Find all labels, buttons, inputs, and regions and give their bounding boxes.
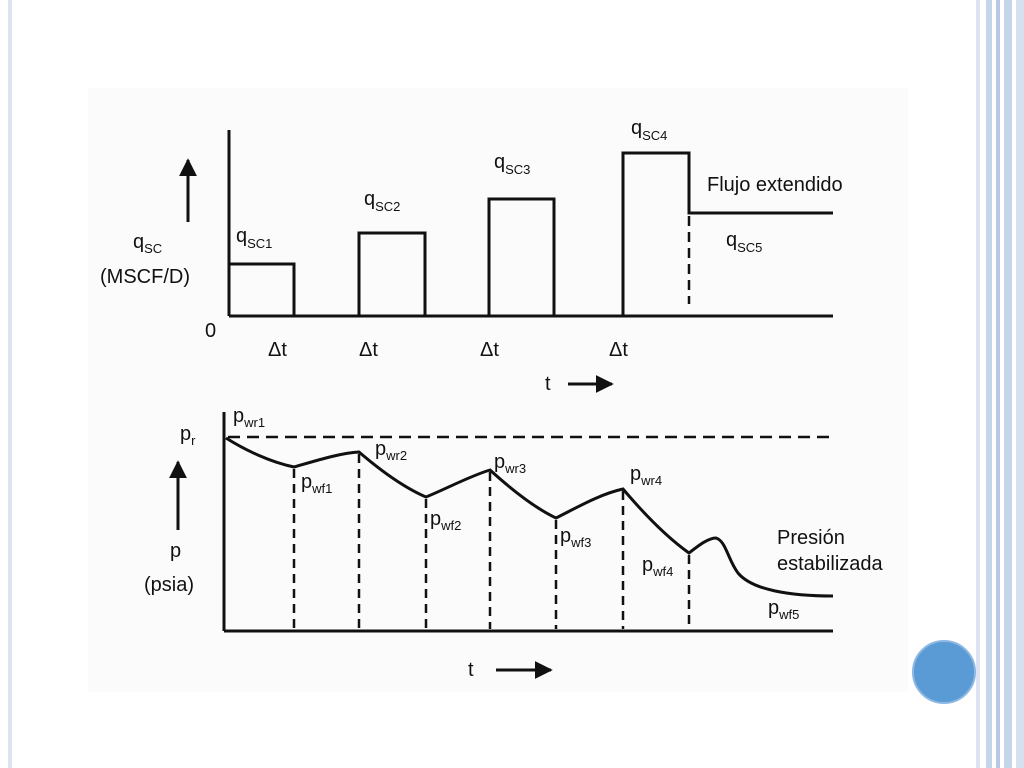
slide-left-border bbox=[8, 0, 12, 768]
bottom-y-label: p bbox=[170, 540, 181, 562]
slide-right-border bbox=[976, 0, 1024, 768]
flow-rate-chart: qSC (MSCF/D) 0 qSC1 qSC2 qSC3 qSC4 qSC5 … bbox=[100, 117, 843, 395]
extended-flow-label: Flujo extendido bbox=[707, 174, 843, 196]
pwf-label-4: pwf4 bbox=[642, 554, 673, 579]
delta-t-label-4: Δt bbox=[609, 339, 628, 361]
delta-t-label-2: Δt bbox=[359, 339, 378, 361]
pwf-label-5: pwf5 bbox=[768, 597, 799, 622]
pressure-curve bbox=[225, 436, 834, 598]
pwr-label-3: pwr3 bbox=[494, 451, 526, 476]
stabilized-pressure-label-1: Presión bbox=[777, 527, 845, 549]
delta-t-label-1: Δt bbox=[268, 339, 287, 361]
bottom-y-unit: (psia) bbox=[144, 574, 194, 596]
pwf-label-1: pwf1 bbox=[301, 471, 332, 496]
flow-rate-step-line bbox=[229, 151, 833, 318]
pr-label: pr bbox=[180, 423, 196, 448]
top-y-label: qSC bbox=[133, 231, 162, 256]
rate-label-qsc2: qSC2 bbox=[364, 188, 400, 214]
rate-label-qsc1: qSC1 bbox=[236, 225, 272, 251]
delta-t-label-3: Δt bbox=[480, 339, 499, 361]
pwf-label-2: pwf2 bbox=[430, 508, 461, 533]
accent-circle bbox=[912, 640, 976, 704]
rate-label-qsc4: qSC4 bbox=[631, 117, 667, 143]
pressure-chart: pr p (psia) pwr1 pwr2 pwr3 pwr4 pwf1 pwf… bbox=[144, 405, 884, 681]
rate-label-qsc5: qSC5 bbox=[726, 229, 762, 255]
pwr-label-2: pwr2 bbox=[375, 438, 407, 463]
top-x-label: t bbox=[545, 373, 551, 395]
bottom-x-label: t bbox=[468, 659, 474, 681]
well-test-diagram: qSC (MSCF/D) 0 qSC1 qSC2 qSC3 qSC4 qSC5 … bbox=[88, 88, 908, 692]
pwr-label-1: pwr1 bbox=[233, 405, 265, 430]
stabilized-pressure-label-2: estabilizada bbox=[777, 553, 884, 575]
pwr-label-4: pwr4 bbox=[630, 463, 662, 488]
top-y-unit: (MSCF/D) bbox=[100, 266, 190, 288]
rate-label-qsc3: qSC3 bbox=[494, 151, 530, 177]
top-origin-label: 0 bbox=[205, 320, 216, 342]
pwf-label-3: pwf3 bbox=[560, 525, 591, 550]
